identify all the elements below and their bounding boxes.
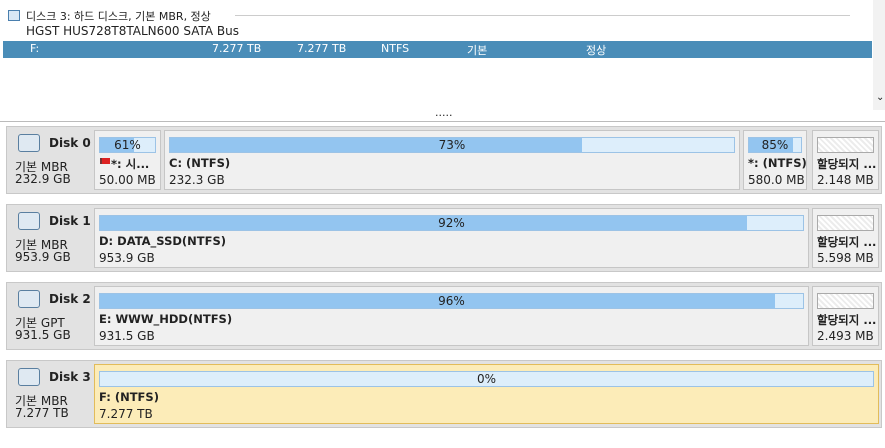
usage-bar: 92% xyxy=(99,215,804,231)
partition[interactable]: 0% F: (NTFS) 7.277 TB xyxy=(94,364,879,424)
usage-fill xyxy=(749,138,794,152)
partition-label: C: (NTFS) xyxy=(169,156,231,170)
partition[interactable]: 할당되지 ... 5.598 MB xyxy=(812,208,879,268)
disk-size: 232.9 GB xyxy=(15,172,71,186)
cell: F: xyxy=(30,42,40,55)
disk-icon xyxy=(8,10,20,21)
cell: 7.277 TB xyxy=(212,42,262,55)
usage-label: 85% xyxy=(761,138,789,152)
disk-type: 기본 GPT xyxy=(15,316,65,330)
partition-size: 2.148 MB xyxy=(817,173,874,187)
partition[interactable]: 73% C: (NTFS) 232.3 GB xyxy=(164,130,740,190)
disk-name: Disk 2 xyxy=(49,292,91,306)
disk-icon xyxy=(18,212,40,230)
cell: 기본 xyxy=(467,44,488,57)
partition-label: *: (NTFS) xyxy=(748,156,807,170)
partition-size: 2.493 MB xyxy=(817,329,874,343)
disk-name: Disk 3 xyxy=(49,370,91,384)
usage-fill xyxy=(100,138,134,152)
partition-label: 할당되지 ... xyxy=(817,157,877,171)
disk-row[interactable]: Disk 0 기본 MBR 232.9 GB 61% *: 시... 50.00 MB 73… xyxy=(6,126,882,194)
disk-size: 953.9 GB xyxy=(15,250,71,264)
usage-bar: 73% xyxy=(169,137,735,153)
partition-label: D: DATA_SSD(NTFS) xyxy=(99,234,227,248)
partition-size: 7.277 TB xyxy=(99,407,153,421)
partition[interactable]: 85% *: (NTFS) 580.0 MB xyxy=(743,130,807,190)
usage-label: 73% xyxy=(438,138,466,152)
partition-label: *: 시... xyxy=(111,157,150,171)
selected-row[interactable]: F: 7.277 TB 7.277 TB NTFS 기본 정상 xyxy=(3,41,872,58)
usage-bar: 96% xyxy=(99,293,804,309)
separator xyxy=(0,121,885,122)
partition-label: 할당되지 ... xyxy=(817,235,877,249)
disk-type: 기본 MBR xyxy=(15,160,68,174)
usage-label: 61% xyxy=(114,138,141,152)
partition-size: 50.00 MB xyxy=(99,173,156,187)
scrollbar[interactable]: ⌄ xyxy=(873,0,885,110)
disk-size: 7.277 TB xyxy=(15,406,69,420)
cell: NTFS xyxy=(381,42,410,55)
disk-type: 기본 MBR xyxy=(15,238,68,252)
disk-row[interactable]: Disk 2 기본 GPT 931.5 GB 96% E: WWW_HDD(NTFS) 9… xyxy=(6,282,882,350)
partition[interactable]: 61% *: 시... 50.00 MB xyxy=(94,130,161,190)
partition-label: E: WWW_HDD(NTFS) xyxy=(99,312,233,326)
unallocated-bar xyxy=(817,293,874,309)
usage-bar: 0% xyxy=(99,371,874,387)
usage-bar: 85% xyxy=(748,137,802,153)
usage-fill xyxy=(170,138,582,152)
unallocated-bar xyxy=(817,215,874,231)
cell: 7.277 TB xyxy=(297,42,347,55)
model: HGST HUS728T8TALN600 SATA Bus xyxy=(26,24,239,38)
partition-label: F: (NTFS) xyxy=(99,390,159,404)
partition[interactable]: 96% E: WWW_HDD(NTFS) 931.5 GB xyxy=(94,286,809,346)
usage-label: 0% xyxy=(476,372,497,386)
flag-icon xyxy=(100,158,110,164)
disk-icon xyxy=(18,290,40,308)
partition-size: 953.9 GB xyxy=(99,251,155,265)
disk-size: 931.5 GB xyxy=(15,328,71,342)
partition-size: 232.3 GB xyxy=(169,173,225,187)
divider xyxy=(235,15,850,16)
partition[interactable]: 92% D: DATA_SSD(NTFS) 953.9 GB xyxy=(94,208,809,268)
partition-size: 5.598 MB xyxy=(817,251,874,265)
disk-header: 디스크 3: 하드 디스크, 기본 MBR, 정상 xyxy=(26,10,211,23)
cell: 정상 xyxy=(586,44,607,57)
unallocated-bar xyxy=(817,137,874,153)
usage-bar: 61% xyxy=(99,137,156,153)
disk-icon xyxy=(18,368,40,386)
usage-fill xyxy=(100,216,747,230)
disk-type: 기본 MBR xyxy=(15,394,68,408)
more[interactable]: ..... xyxy=(435,106,453,119)
usage-fill xyxy=(100,294,775,308)
usage-label: 92% xyxy=(438,216,465,230)
disk-name: Disk 1 xyxy=(49,214,91,228)
disk-row[interactable]: Disk 1 기본 MBR 953.9 GB 92% D: DATA_SSD(NTFS)… xyxy=(6,204,882,272)
usage-label: 96% xyxy=(438,294,465,308)
partition[interactable]: 할당되지 ... 2.148 MB xyxy=(812,130,879,190)
disk-icon xyxy=(18,134,40,152)
partition-size: 931.5 GB xyxy=(99,329,155,343)
partition-size: 580.0 MB xyxy=(748,173,805,187)
disk-name: Disk 0 xyxy=(49,136,91,150)
partition-label: 할당되지 ... xyxy=(817,313,877,327)
partition[interactable]: 할당되지 ... 2.493 MB xyxy=(812,286,879,346)
disk-row[interactable]: Disk 3 기본 MBR 7.277 TB 0% F: (NTFS) 7.277 TB xyxy=(6,360,882,428)
